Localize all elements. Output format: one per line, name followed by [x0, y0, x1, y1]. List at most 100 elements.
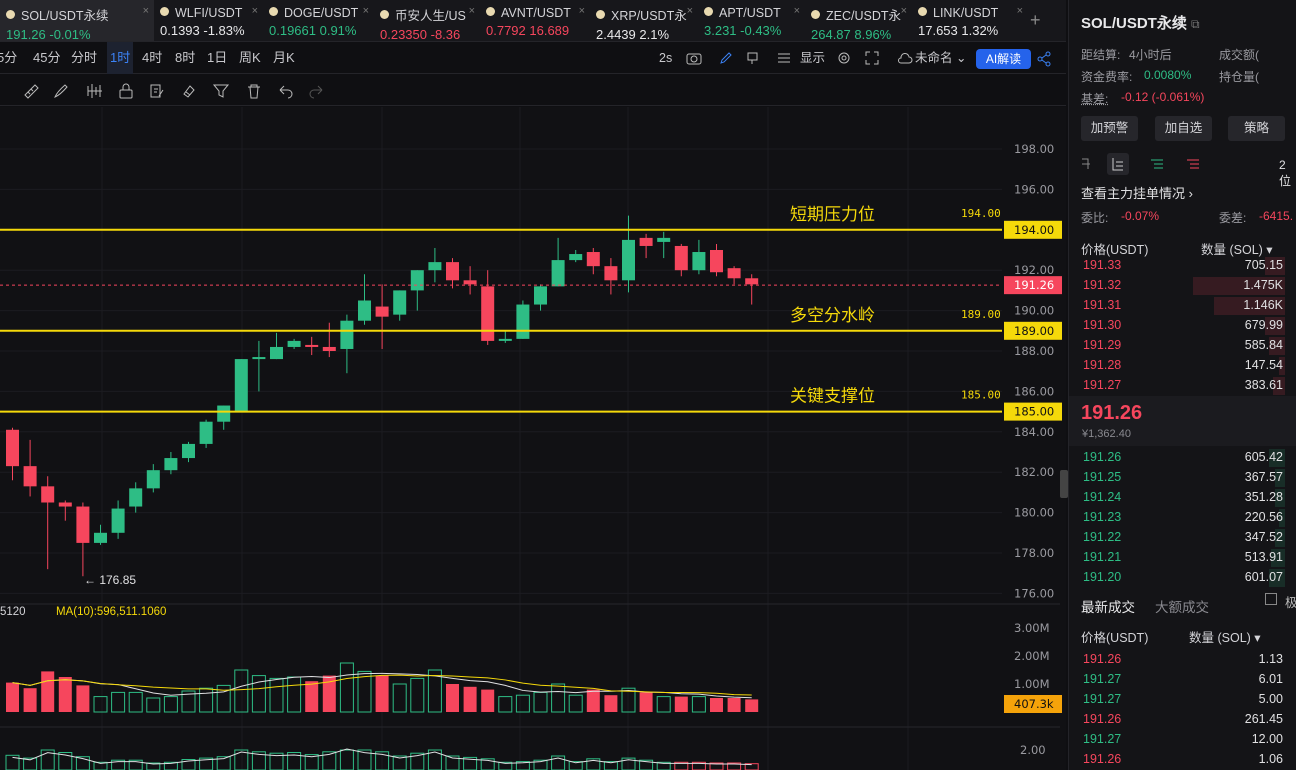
timeframe-4[interactable]: 4时	[142, 50, 163, 65]
magnet-icon[interactable]	[180, 82, 198, 100]
refresh-interval[interactable]: 2s	[659, 51, 673, 65]
filter-checkbox[interactable]	[1265, 593, 1277, 605]
trash-icon[interactable]	[245, 82, 263, 100]
symbol-tab[interactable]: SOL/USDT永续 191.26 -0.01% ×	[0, 0, 154, 42]
ask-row[interactable]: 191.27 383.61	[1081, 376, 1285, 396]
add-tab-icon[interactable]: +	[1030, 10, 1041, 30]
lock-icon[interactable]	[117, 82, 135, 100]
fullscreen-icon[interactable]	[864, 50, 880, 66]
bid-row[interactable]: 191.21 513.91	[1081, 548, 1285, 568]
timeframe-6[interactable]: 1日	[207, 50, 228, 65]
close-icon[interactable]: ×	[793, 5, 800, 17]
bid-row[interactable]: 191.20 601.07	[1081, 568, 1285, 588]
gear-icon[interactable]	[836, 50, 852, 66]
book-asks-icon[interactable]	[1185, 156, 1201, 172]
trade-row[interactable]: 191.27 6.01	[1081, 670, 1285, 690]
level-price-tag-text: 185.00	[1014, 405, 1054, 419]
tab-large-trades[interactable]: 大额成交	[1155, 600, 1209, 615]
timeframe-7[interactable]: 周K	[239, 50, 261, 65]
candle-body	[76, 506, 90, 543]
book-bids-icon[interactable]	[1149, 156, 1165, 172]
close-icon[interactable]: ×	[686, 5, 693, 17]
timeframe-8[interactable]: 月K	[273, 50, 295, 65]
symbol-tab[interactable]: 币安人生/US 0.23350 -8.36 ×	[374, 0, 480, 41]
copy-icon[interactable]: ⧉	[1191, 17, 1200, 31]
bid-row[interactable]: 191.25 367.57	[1081, 468, 1285, 488]
cursor-icon[interactable]	[0, 82, 12, 100]
ask-row[interactable]: 191.33 705.15	[1081, 256, 1285, 276]
symbol-tab[interactable]: ZEC/USDT永 264.87 8.96% ×	[805, 0, 912, 41]
bid-row[interactable]: 191.22 347.52	[1081, 528, 1285, 548]
undo-icon[interactable]	[276, 82, 294, 100]
whale-orders-link[interactable]: 查看主力挂单情况 ›	[1081, 183, 1193, 202]
symbol-tab[interactable]: AVNT/USDT 0.7792 16.689 ×	[480, 0, 590, 41]
tab-price: 191.26	[6, 27, 50, 42]
edit-doc-icon[interactable]	[148, 82, 166, 100]
book-view-active[interactable]	[1107, 153, 1129, 175]
share-icon[interactable]	[1036, 51, 1052, 67]
depth-precision[interactable]: 2位	[1279, 158, 1292, 188]
tab-latest-trades[interactable]: 最新成交	[1081, 600, 1135, 615]
add-alert-button[interactable]: 加预警	[1081, 116, 1138, 141]
strategy-button[interactable]: 策略	[1228, 116, 1285, 141]
symbol-tab[interactable]: LINK/USDT 17.653 1.32% ×	[912, 0, 1028, 41]
cloud-icon[interactable]	[897, 51, 913, 65]
caret-down-icon: ▾	[1266, 243, 1273, 257]
add-watchlist-button[interactable]: 加自选	[1155, 116, 1212, 141]
trade-row[interactable]: 191.27 5.00	[1081, 690, 1285, 710]
book-both-icon[interactable]	[1079, 156, 1095, 172]
candlestick-chart[interactable]: 198.00 196.00 192.00 190.00 188.00 186.00 184.…	[0, 107, 1066, 770]
trade-row[interactable]: 191.26 261.45	[1081, 710, 1285, 730]
close-icon[interactable]: ×	[468, 5, 475, 17]
close-icon[interactable]: ×	[1016, 5, 1023, 17]
symbol-tab[interactable]: APT/USDT 3.231 -0.43% ×	[698, 0, 805, 41]
pattern-icon[interactable]	[86, 82, 104, 100]
close-icon[interactable]: ×	[362, 5, 369, 17]
display-menu[interactable]: 显示	[800, 51, 826, 65]
timeframe-1[interactable]: 45分	[33, 50, 61, 65]
close-icon[interactable]: ×	[142, 5, 149, 17]
filter-icon[interactable]	[212, 82, 230, 100]
trade-row[interactable]: 191.26 1.06	[1081, 750, 1285, 770]
timeframe-3[interactable]: 1时	[107, 42, 134, 74]
brush-icon[interactable]	[52, 82, 70, 100]
indicator-icon[interactable]	[746, 50, 762, 66]
timeframe-2[interactable]: 分时	[71, 50, 98, 65]
list-settings-icon[interactable]	[776, 50, 792, 66]
ask-row[interactable]: 191.28 147.54	[1081, 356, 1285, 376]
ruler-icon[interactable]	[22, 82, 40, 100]
symbol-tab[interactable]: XRP/USDT永 2.4439 2.1% ×	[590, 0, 698, 41]
volume-bar	[76, 685, 90, 712]
orderbook-qty-header[interactable]: 数量 (SOL) ▾	[1201, 239, 1273, 258]
symbol-tab[interactable]: WLFI/USDT 0.1393 -1.83% ×	[154, 0, 263, 41]
symbol-tab[interactable]: DOGE/USDT 0.19661 0.91% ×	[263, 0, 374, 41]
coin-icon	[486, 7, 495, 16]
trade-row[interactable]: 191.27 12.00	[1081, 730, 1285, 750]
volume-bar	[6, 682, 19, 712]
layout-name-select[interactable]: 未命名 ⌄	[915, 51, 967, 65]
depth-bar	[1193, 277, 1285, 295]
redo-icon[interactable]	[308, 82, 326, 100]
panel-resize-handle[interactable]	[1060, 470, 1068, 498]
trade-row[interactable]: 191.26 1.13	[1081, 650, 1285, 670]
tab-price-line: 17.653 1.32%	[918, 23, 1022, 38]
chart-svg[interactable]: 198.00 196.00 192.00 190.00 188.00 186.00 184.…	[0, 107, 1066, 770]
close-icon[interactable]: ×	[251, 5, 258, 17]
close-icon[interactable]: ×	[900, 5, 907, 17]
bid-row[interactable]: 191.26 605.42	[1081, 448, 1285, 468]
timeframe-5[interactable]: 8时	[175, 50, 196, 65]
book-split-icon	[1112, 158, 1123, 171]
ask-row[interactable]: 191.31 1.146K	[1081, 296, 1285, 316]
timeframe-0[interactable]: 5分	[0, 50, 18, 65]
ask-row[interactable]: 191.29 585.84	[1081, 336, 1285, 356]
ask-row[interactable]: 191.30 679.99	[1081, 316, 1285, 336]
ask-row[interactable]: 191.32 1.475K	[1081, 276, 1285, 296]
last-price-block	[1069, 396, 1296, 446]
bid-row[interactable]: 191.24 351.28	[1081, 488, 1285, 508]
pencil-icon[interactable]	[718, 50, 734, 66]
trades-qty-header[interactable]: 数量 (SOL) ▾	[1189, 627, 1261, 646]
bid-row[interactable]: 191.23 220.56	[1081, 508, 1285, 528]
ai-interpret-button[interactable]: AI解读	[976, 49, 1031, 69]
camera-icon[interactable]	[686, 50, 702, 66]
close-icon[interactable]: ×	[578, 5, 585, 17]
